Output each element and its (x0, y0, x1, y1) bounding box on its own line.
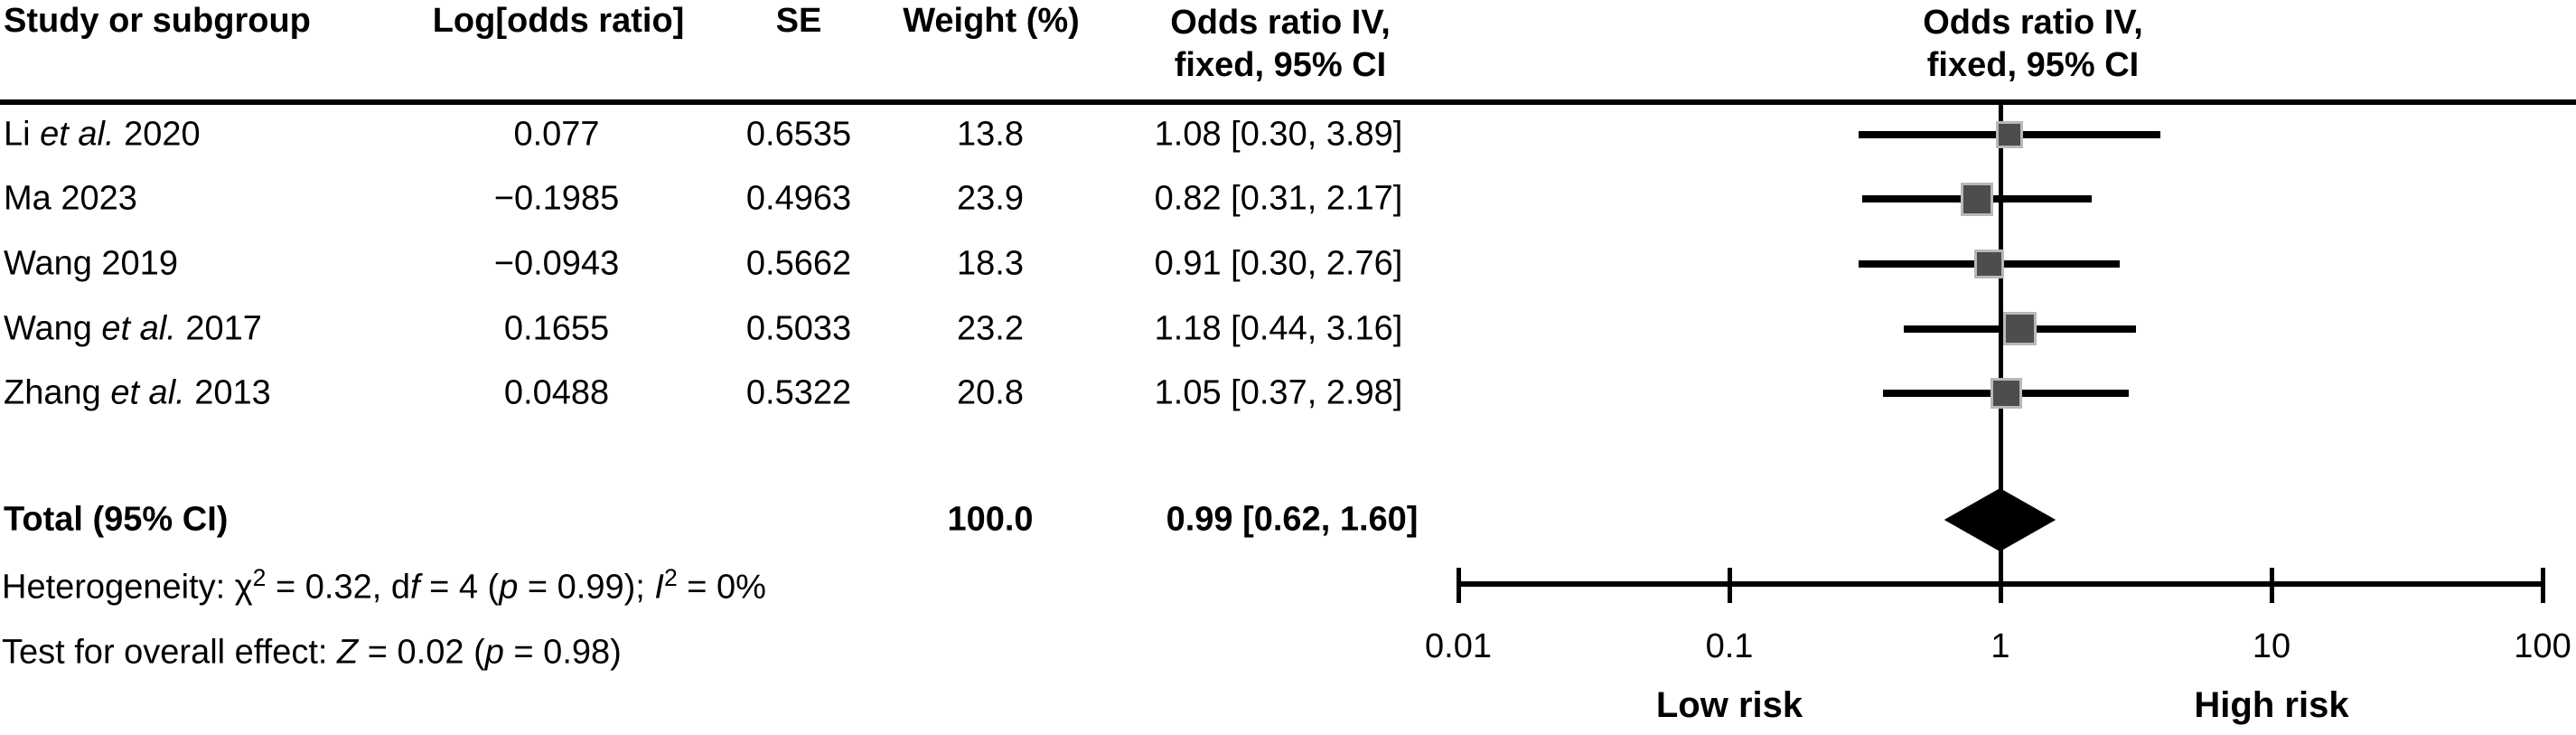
se-value: 0.6535 (745, 115, 852, 154)
column-header-study: Study or subgroup (4, 2, 311, 40)
table-row: Zhang et al. 2013 0.0488 0.5322 20.8 1.0… (0, 361, 2576, 426)
table-row: Li et al. 2020 0.077 0.6535 13.8 1.08 [0… (0, 102, 2576, 167)
overall-effect-test: Test for overall effect: Z = 0.02 (p = 0… (2, 633, 622, 672)
weight-value: 18.3 (957, 244, 1024, 283)
effect-square (1977, 251, 2002, 277)
log-odds-ratio-value: 0.077 (513, 115, 600, 154)
se-value: 0.5033 (745, 309, 852, 348)
se-value: 0.5322 (745, 373, 852, 412)
header-separator-rule (0, 99, 2576, 105)
weight-value: 20.8 (957, 373, 1024, 412)
x-tick-label: 10 (2252, 627, 2291, 665)
effect-square (2006, 315, 2034, 343)
or-ci-value: 1.08 [0.30, 3.89] (1154, 115, 1403, 154)
x-axis-tick (1456, 568, 1461, 603)
study-name: Li et al. 2020 (4, 115, 201, 154)
study-table-body: Li et al. 2020 0.077 0.6535 13.8 1.08 [0… (0, 102, 2576, 426)
se-value: 0.5662 (745, 244, 852, 283)
effect-square (1962, 185, 1991, 213)
total-label: Total (95% CI) (4, 500, 229, 539)
x-tick-label: 0.1 (1705, 627, 1754, 665)
log-odds-ratio-value: 0.1655 (503, 309, 610, 348)
x-tick-label: 100 (2514, 627, 2571, 665)
table-row: Wang et al. 2017 0.1655 0.5033 23.2 1.18… (0, 297, 2576, 362)
study-name: Ma 2023 (4, 179, 137, 218)
column-header-odds-ratio-ci-line2: fixed, 95% CI (1174, 46, 1387, 84)
total-diamond (1944, 488, 2056, 551)
study-name: Wang 2019 (4, 244, 178, 283)
log-odds-ratio-value: −0.0943 (493, 244, 620, 283)
study-name: Zhang et al. 2013 (4, 373, 271, 412)
high-risk-label: High risk (2194, 685, 2349, 725)
column-header-odds-ratio-ci-line1: Odds ratio IV, (1170, 4, 1391, 42)
log-odds-ratio-value: 0.0488 (503, 373, 610, 412)
x-axis-tick (2269, 568, 2274, 603)
weight-value: 23.2 (957, 309, 1024, 348)
or-ci-value: 1.05 [0.37, 2.98] (1154, 373, 1403, 412)
or-ci-value: 0.82 [0.31, 2.17] (1154, 179, 1403, 218)
column-header-odds-ratio-ci: Odds ratio IV, fixed, 95% CI (1170, 2, 1391, 87)
or-ci-value: 0.91 [0.30, 2.76] (1154, 244, 1403, 283)
table-row: Ma 2023 −0.1985 0.4963 23.9 0.82 [0.31, … (0, 167, 2576, 232)
se-value: 0.4963 (745, 179, 852, 218)
effect-square (1999, 123, 2020, 146)
weight-value: 23.9 (957, 179, 1024, 218)
x-axis-tick (2540, 568, 2545, 603)
study-name: Wang et al. 2017 (4, 309, 262, 348)
x-tick-label: 1 (1991, 627, 2010, 665)
heterogeneity-statistics: Heterogeneity: χ2 = 0.32, df = 4 (p = 0.… (2, 563, 766, 607)
log-odds-ratio-value: −0.1985 (493, 179, 620, 218)
plot-header-odds-ratio-ci-line2: fixed, 95% CI (1926, 46, 2140, 84)
x-axis-tick (1727, 568, 1732, 603)
line-of-no-effect (1998, 105, 2003, 603)
effect-square (1993, 380, 2019, 407)
plot-header-odds-ratio-ci: Odds ratio IV, fixed, 95% CI (1923, 2, 2143, 87)
total-weight-value: 100.0 (947, 500, 1034, 539)
total-or-ci-value: 0.99 [0.62, 1.60] (1166, 500, 1419, 539)
column-header-se: SE (775, 2, 822, 40)
x-axis-tick (1998, 568, 2003, 603)
weight-value: 13.8 (957, 115, 1024, 154)
plot-header-odds-ratio-ci-line1: Odds ratio IV, (1923, 4, 2143, 42)
low-risk-label: Low risk (1655, 685, 1803, 725)
column-header-log-odds-ratio: Log[odds ratio] (432, 2, 685, 40)
x-tick-label: 0.01 (1425, 627, 1492, 665)
column-header-weight: Weight (%) (903, 2, 1080, 40)
table-row: Wang 2019 −0.0943 0.5662 18.3 0.91 [0.30… (0, 231, 2576, 297)
or-ci-value: 1.18 [0.44, 3.16] (1154, 309, 1403, 348)
